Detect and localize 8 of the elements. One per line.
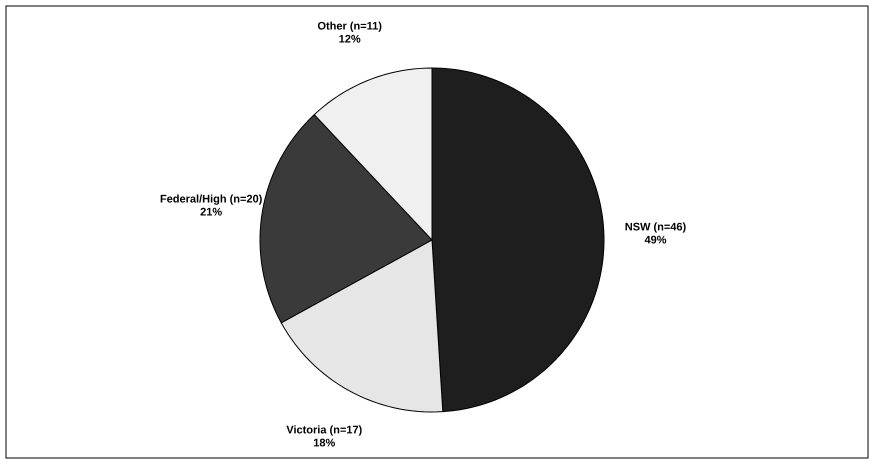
data-label: 12%: [339, 34, 360, 43]
slice-label: Victoria (n=17): [286, 425, 362, 436]
data-label: 18%: [314, 438, 335, 446]
slice-label: NSW (n=46): [626, 222, 686, 233]
slice-label: Other (n=11): [318, 22, 382, 32]
slice-label: Federal/High (n=20): [160, 194, 262, 205]
data-label: 49%: [644, 236, 666, 244]
data-label: 21%: [200, 208, 222, 216]
